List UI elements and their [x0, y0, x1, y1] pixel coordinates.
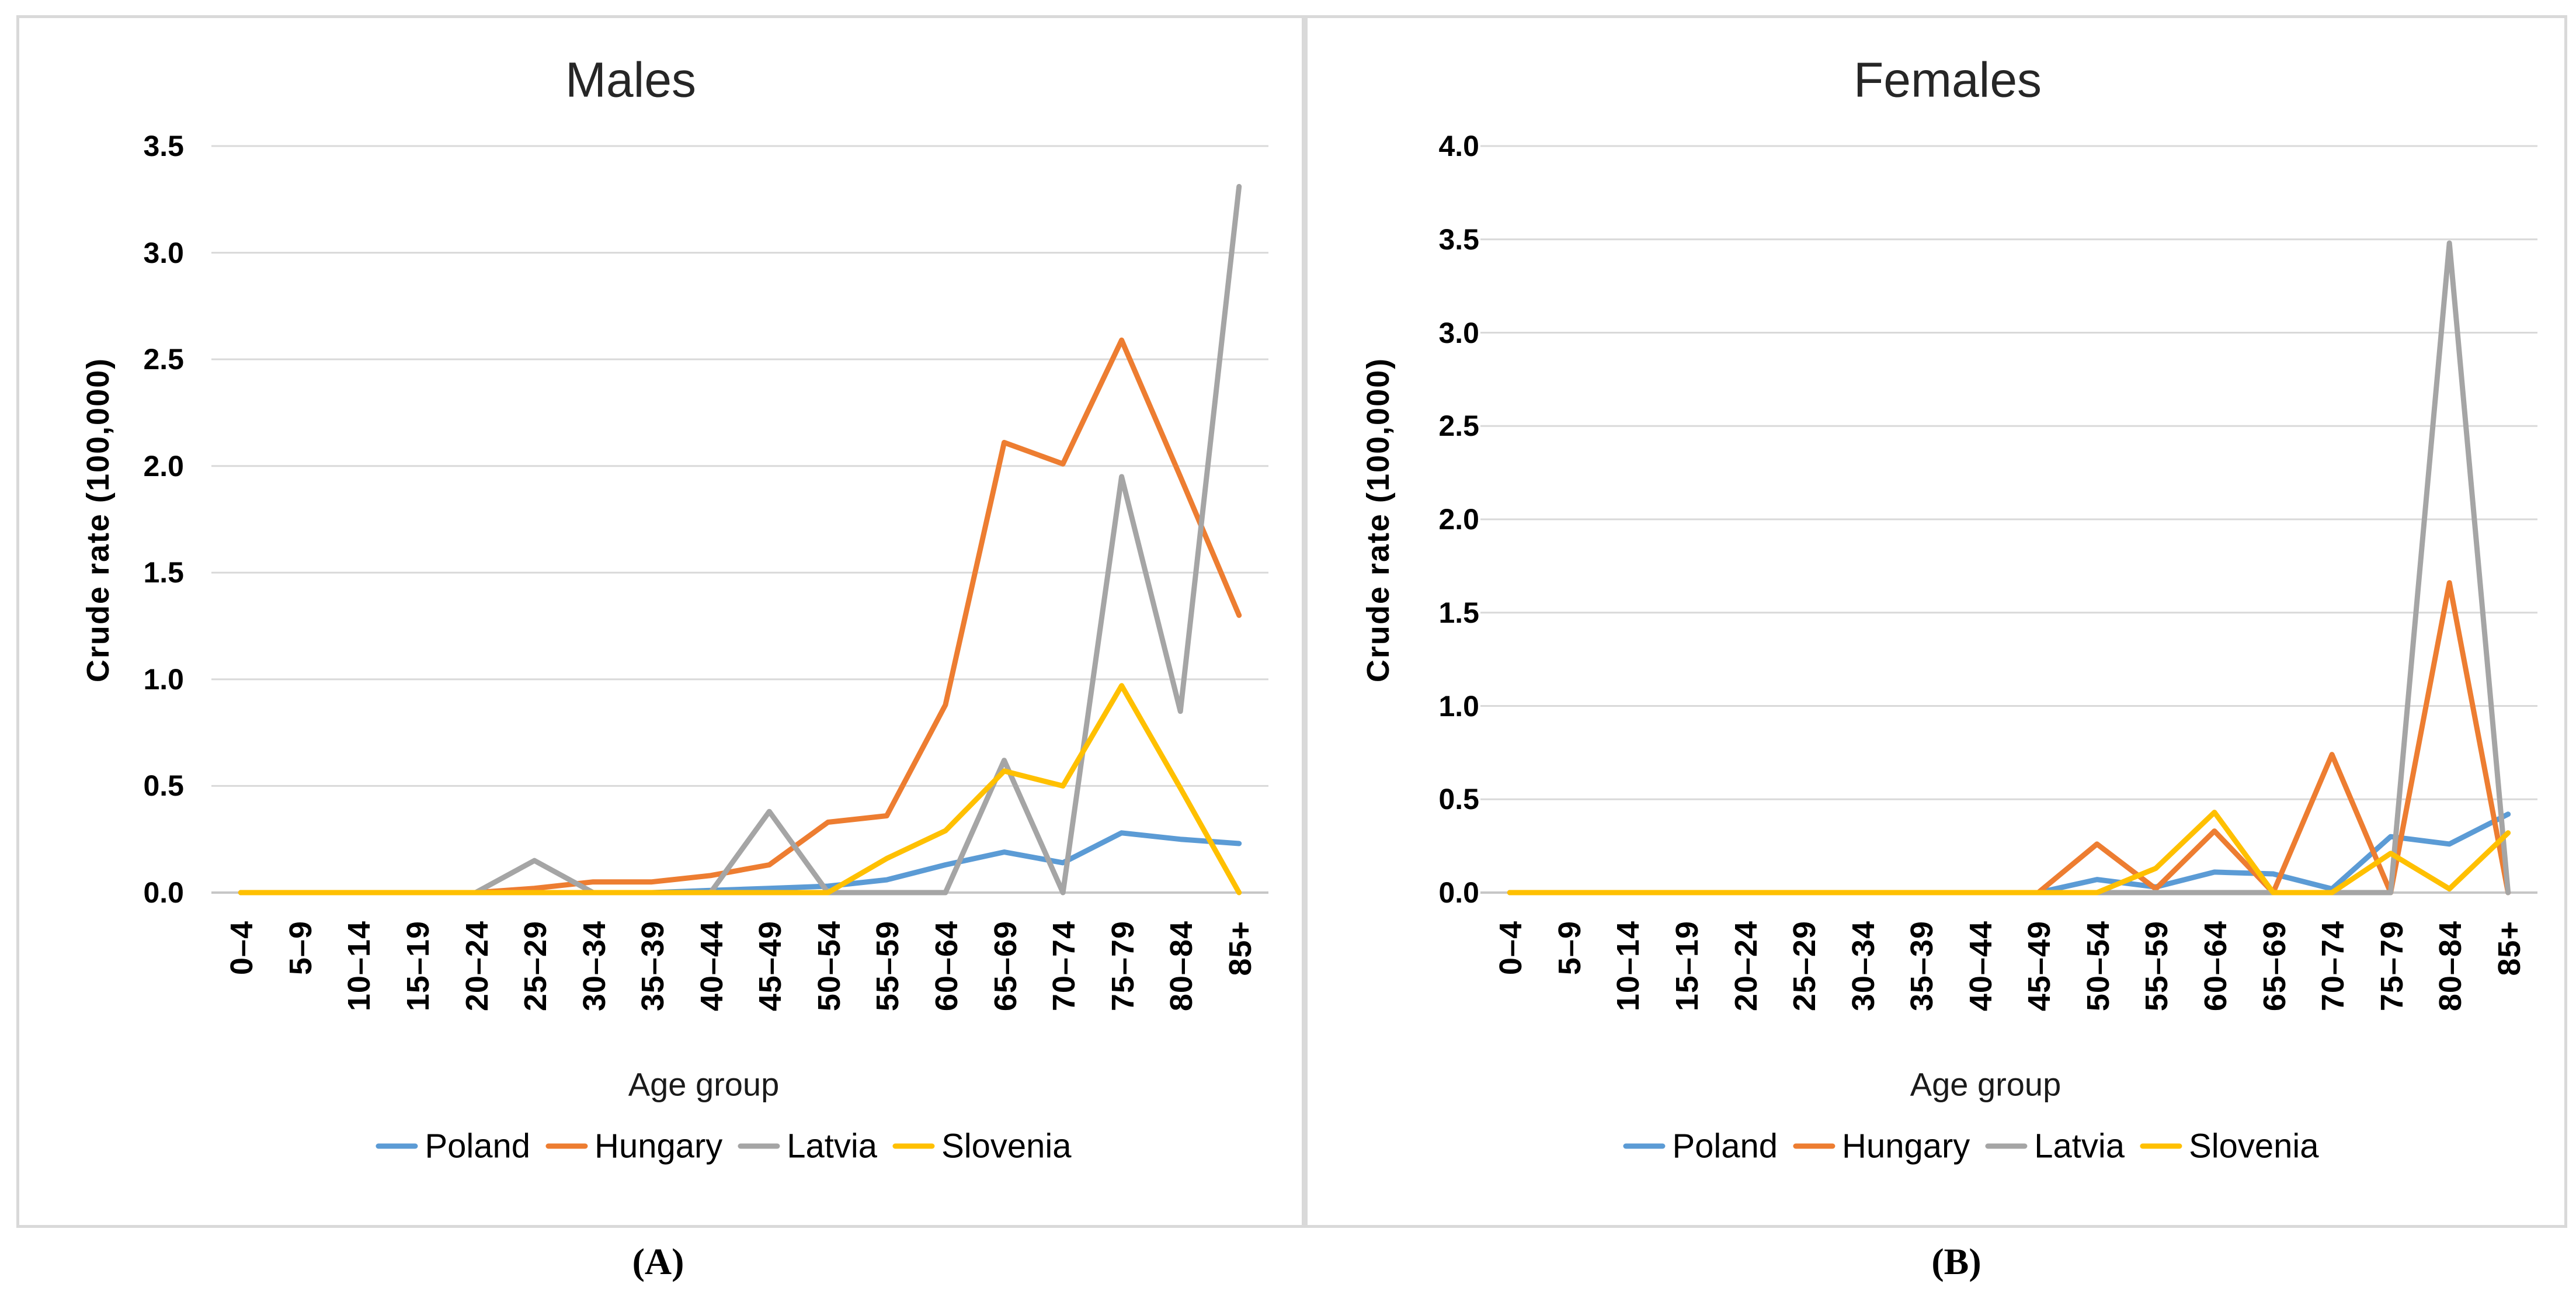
males-legend-item-latvia: Latvia: [738, 1127, 877, 1166]
males-x-tick-label: 25–29: [518, 921, 554, 1012]
males-y-tick-label: 3.5: [143, 130, 184, 162]
females-x-tick-label: 35–39: [1904, 921, 1940, 1012]
males-x-tick-label: 30–34: [576, 921, 612, 1012]
females-chart-title: Females: [1853, 52, 2042, 107]
females-x-axis-title: Age group: [1910, 1066, 2062, 1103]
males-y-tick-label: 2.0: [143, 449, 184, 483]
females-x-tick-label: 50–54: [2080, 921, 2116, 1012]
males-x-tick-label: 40–44: [694, 921, 729, 1012]
females-x-tick-label: 70–74: [2316, 921, 2351, 1012]
females-x-tick-label: 45–49: [2022, 921, 2057, 1012]
females-y-tick-label: 3.0: [1438, 316, 1479, 349]
caption-panel-a: (A): [632, 1241, 684, 1282]
males-x-tick-label: 15–19: [400, 921, 436, 1012]
females-legend-item-slovenia: Slovenia: [2140, 1127, 2319, 1166]
males-legend-label-hungary: Hungary: [595, 1127, 723, 1165]
females-legend-swatch-poland: [1623, 1143, 1666, 1149]
males-legend-item-hungary: Hungary: [545, 1127, 722, 1166]
males-legend-label-poland: Poland: [425, 1127, 531, 1165]
females-y-tick-label: 3.5: [1438, 223, 1479, 256]
males-y-axis-title: Crude rate (100,000): [81, 357, 116, 683]
females-legend-swatch-slovenia: [2140, 1143, 2182, 1149]
males-x-tick-label: 55–59: [870, 921, 906, 1012]
males-chart-title: Males: [565, 52, 697, 107]
males-y-tick-label: 1.5: [143, 556, 184, 589]
females-x-tick-label: 65–69: [2257, 921, 2292, 1012]
males-x-axis-title: Age group: [628, 1066, 780, 1103]
females-legend-swatch-hungary: [1793, 1143, 1835, 1149]
females-legend-item-poland: Poland: [1623, 1127, 1778, 1166]
females-x-tick-label: 85+: [2491, 921, 2527, 976]
females-y-tick-label: 2.5: [1438, 409, 1479, 443]
males-y-tick-label: 0.5: [143, 769, 184, 803]
females-legend: Poland Hungary Latvia Slovenia: [1623, 1127, 2319, 1166]
females-legend-label-slovenia: Slovenia: [2189, 1127, 2319, 1165]
males-x-tick-label: 35–39: [635, 921, 671, 1012]
males-legend-label-latvia: Latvia: [787, 1127, 878, 1165]
males-x-tick-label: 75–79: [1105, 921, 1141, 1012]
females-y-tick-label: 1.0: [1438, 689, 1479, 723]
males-y-tick-label: 2.5: [143, 343, 184, 376]
females-legend-label-hungary: Hungary: [1842, 1127, 1970, 1165]
females-x-tick-label: 30–34: [1845, 921, 1881, 1012]
females-x-tick-label: 0–4: [1493, 921, 1529, 976]
males-legend-item-slovenia: Slovenia: [892, 1127, 1072, 1166]
females-panel-border: [1305, 15, 2567, 1228]
males-x-tick-label: 50–54: [811, 921, 847, 1012]
males-y-tick-label: 3.0: [143, 236, 184, 269]
females-legend-swatch-latvia: [1985, 1143, 2028, 1149]
males-legend-swatch-slovenia: [892, 1143, 935, 1149]
females-x-tick-label: 5–9: [1552, 921, 1587, 976]
males-x-tick-label: 80–84: [1164, 921, 1200, 1012]
males-x-tick-label: 45–49: [753, 921, 788, 1012]
females-x-tick-label: 10–14: [1611, 921, 1646, 1012]
females-x-tick-label: 40–44: [1963, 921, 1998, 1012]
males-legend-swatch-poland: [376, 1143, 418, 1149]
males-legend-item-poland: Poland: [376, 1127, 530, 1166]
females-y-tick-label: 0.5: [1438, 783, 1479, 816]
females-legend-label-latvia: Latvia: [2034, 1127, 2125, 1165]
females-x-tick-label: 25–29: [1787, 921, 1823, 1012]
females-y-tick-label: 4.0: [1438, 130, 1479, 162]
males-legend-swatch-latvia: [738, 1143, 780, 1149]
males-x-tick-label: 0–4: [224, 921, 260, 976]
females-x-tick-label: 75–79: [2374, 921, 2410, 1012]
males-x-tick-label: 70–74: [1047, 921, 1082, 1012]
males-x-tick-label: 85+: [1222, 921, 1258, 976]
females-y-tick-label: 1.5: [1438, 596, 1479, 629]
females-x-tick-label: 15–19: [1669, 921, 1705, 1012]
females-x-tick-label: 20–24: [1728, 921, 1764, 1012]
males-x-tick-label: 60–64: [929, 921, 964, 1012]
males-legend-swatch-hungary: [545, 1143, 588, 1149]
females-x-tick-label: 55–59: [2139, 921, 2175, 1012]
females-y-tick-label: 2.0: [1438, 503, 1479, 536]
males-y-tick-label: 0.0: [143, 876, 184, 909]
females-x-tick-label: 80–84: [2433, 921, 2469, 1012]
males-y-tick-label: 1.0: [143, 662, 184, 696]
males-x-tick-label: 20–24: [459, 921, 495, 1012]
males-x-tick-label: 65–69: [988, 921, 1023, 1012]
males-x-tick-label: 5–9: [283, 921, 318, 976]
males-panel-border: [16, 15, 1305, 1228]
females-y-tick-label: 0.0: [1438, 876, 1479, 909]
females-legend-label-poland: Poland: [1672, 1127, 1778, 1165]
males-x-tick-label: 10–14: [342, 921, 377, 1012]
caption-panel-b: (B): [1931, 1241, 1981, 1282]
females-x-tick-label: 60–64: [2198, 921, 2233, 1012]
males-legend-label-slovenia: Slovenia: [941, 1127, 1072, 1165]
males-legend: Poland Hungary Latvia Slovenia: [376, 1127, 1072, 1166]
females-legend-item-hungary: Hungary: [1793, 1127, 1970, 1166]
females-legend-item-latvia: Latvia: [1985, 1127, 2125, 1166]
